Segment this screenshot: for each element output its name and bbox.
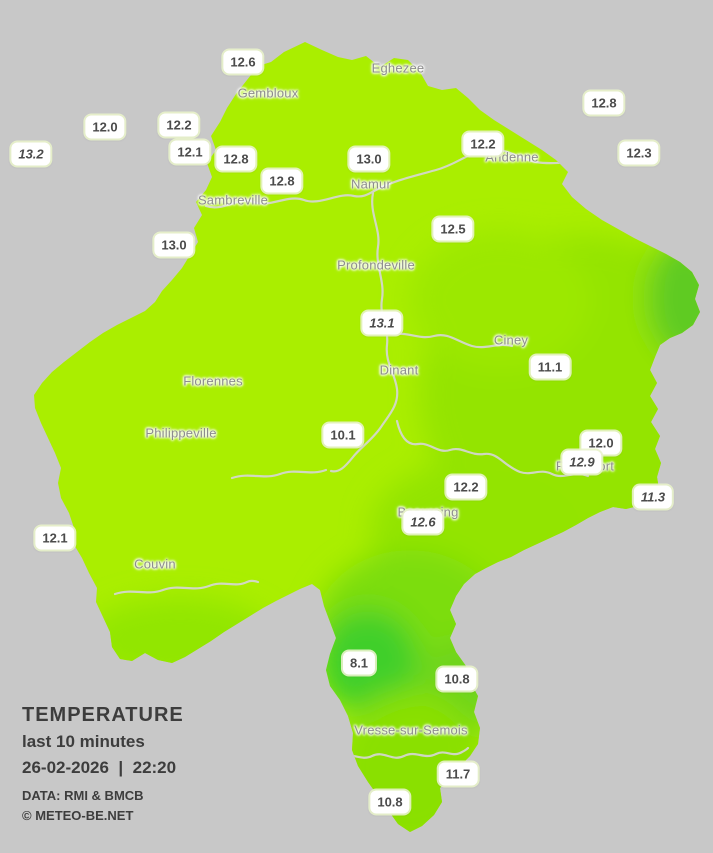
station-badge: 12.8 (262, 169, 302, 193)
city-label: Dinant (379, 362, 419, 378)
city-label: Vresse-sur-Semois (354, 722, 468, 738)
city-label: Philippeville (145, 425, 217, 441)
station-badge: 11.3 (633, 485, 673, 509)
legend-source: DATA: RMI & BMCB (22, 788, 144, 803)
station-badge: 12.0 (581, 431, 621, 455)
station-badge: 12.0 (85, 115, 125, 139)
city-label: Couvin (134, 556, 176, 572)
station-badge: 12.3 (619, 141, 659, 165)
river-viroin (113, 579, 260, 596)
station-badge: 12.2 (159, 113, 199, 137)
city-label: Sambreville (197, 192, 269, 208)
station-badge: 8.1 (342, 651, 376, 675)
station-badge: 13.0 (349, 147, 389, 171)
station-badge: 12.8 (216, 147, 256, 171)
river-semois (334, 746, 470, 760)
legend-title: TEMPERATURE (22, 704, 184, 726)
river-hermeton (230, 468, 328, 480)
station-badge: 12.2 (463, 132, 503, 156)
station-badge: 13.0 (154, 233, 194, 257)
station-badge: 12.6 (403, 510, 443, 534)
station-badge: 13.1 (362, 311, 402, 335)
legend-block: TEMPERATURE last 10 minutes 26-02-2026 |… (22, 704, 184, 823)
city-label: Ciney (493, 332, 529, 348)
station-badge: 10.8 (370, 790, 410, 814)
river-sambre (204, 189, 376, 209)
station-badge: 11.7 (438, 762, 478, 786)
station-badge: 13.2 (11, 142, 51, 166)
station-badge: 12.2 (446, 475, 486, 499)
station-badge: 12.1 (170, 140, 210, 164)
legend-copyright: © METEO-BE.NET (22, 808, 134, 823)
city-label: Profondeville (337, 257, 415, 273)
city-label: Eghezee (371, 60, 425, 76)
city-label: Florennes (183, 373, 243, 389)
city-label: Gembloux (237, 85, 299, 101)
station-badge: 12.8 (584, 91, 624, 115)
station-badge: 12.9 (562, 450, 602, 474)
station-badge: 12.6 (223, 50, 263, 74)
station-badge: 10.8 (437, 667, 477, 691)
station-badge: 12.5 (433, 217, 473, 241)
station-badge: 12.1 (35, 526, 75, 550)
legend-datetime: 26-02-2026 | 22:20 (22, 758, 177, 777)
river-meuse-south (329, 191, 399, 473)
city-label: Namur (350, 176, 392, 192)
station-badge: 11.1 (530, 355, 570, 379)
river-lesse (395, 419, 590, 478)
legend-subtitle: last 10 minutes (22, 732, 145, 751)
station-badge: 10.1 (323, 423, 363, 447)
